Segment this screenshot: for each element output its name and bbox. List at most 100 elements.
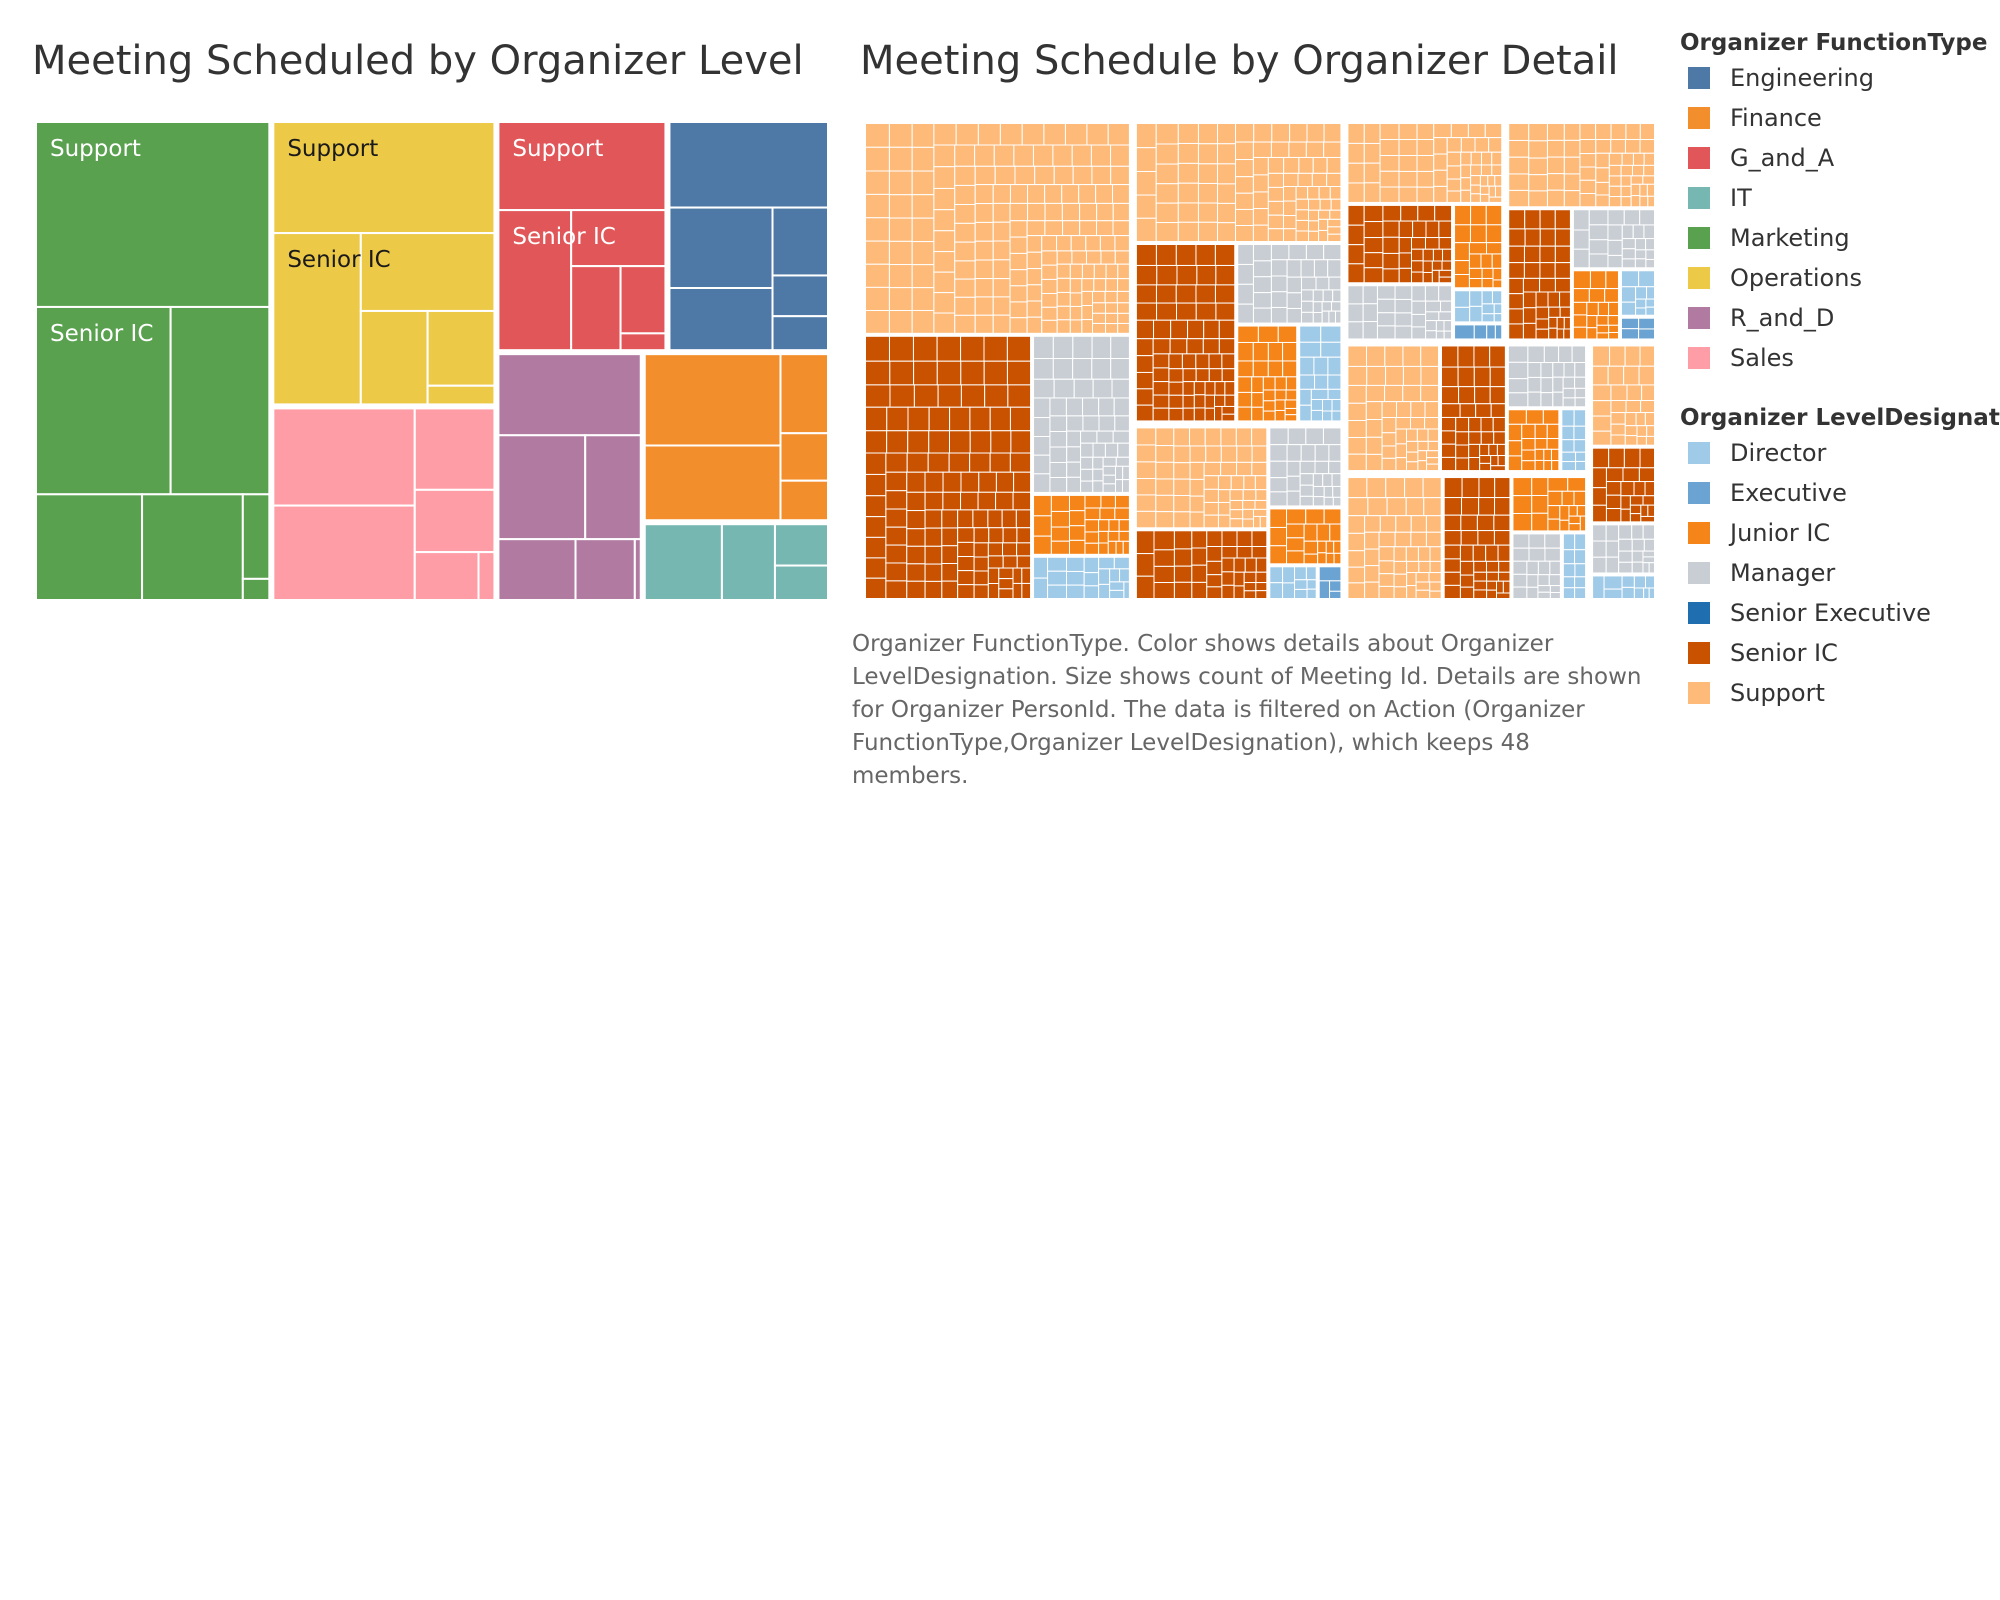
person-tile[interactable]: [1618, 524, 1633, 540]
person-tile[interactable]: [1573, 425, 1587, 441]
person-tile[interactable]: [1254, 499, 1268, 510]
person-tile[interactable]: [1623, 365, 1640, 386]
person-tile[interactable]: [1300, 259, 1315, 278]
person-tile[interactable]: [1575, 451, 1587, 462]
person-tile[interactable]: [1235, 159, 1254, 178]
person-tile[interactable]: [1379, 155, 1400, 172]
person-tile[interactable]: [1561, 425, 1575, 441]
person-tile[interactable]: [1477, 530, 1495, 546]
person-tile[interactable]: [1443, 477, 1463, 499]
person-tile[interactable]: [1053, 165, 1074, 186]
person-tile[interactable]: [1640, 400, 1656, 414]
person-tile[interactable]: [1561, 451, 1577, 463]
person-tile[interactable]: [1362, 285, 1378, 305]
person-tile[interactable]: [1202, 338, 1220, 355]
person-tile[interactable]: [1574, 387, 1587, 399]
person-tile[interactable]: [1468, 416, 1482, 433]
person-tile[interactable]: [1182, 381, 1195, 396]
person-tile[interactable]: [1332, 496, 1342, 507]
person-tile[interactable]: [1416, 123, 1435, 140]
person-tile[interactable]: [1620, 301, 1637, 316]
person-tile[interactable]: [1155, 222, 1179, 243]
person-tile[interactable]: [1271, 123, 1291, 143]
person-tile[interactable]: [1548, 327, 1558, 340]
person-tile[interactable]: [1525, 409, 1544, 425]
person-tile[interactable]: [1595, 194, 1610, 208]
person-tile[interactable]: [1378, 546, 1395, 562]
person-tile[interactable]: [1331, 301, 1342, 312]
person-tile[interactable]: [1153, 565, 1175, 584]
person-tile[interactable]: [1320, 341, 1342, 358]
person-tile[interactable]: [1217, 501, 1231, 516]
person-tile[interactable]: [1639, 123, 1655, 141]
person-tile[interactable]: [1050, 510, 1070, 528]
person-tile[interactable]: [1267, 186, 1284, 202]
person-tile[interactable]: [1347, 497, 1369, 517]
person-tile[interactable]: [992, 314, 1011, 334]
person-tile[interactable]: [1286, 460, 1301, 477]
person-tile[interactable]: [1621, 575, 1635, 588]
person-tile[interactable]: [1098, 397, 1115, 417]
person-tile[interactable]: [1424, 417, 1440, 430]
person-tile[interactable]: [987, 555, 1004, 569]
person-tile[interactable]: [1319, 198, 1332, 211]
person-tile[interactable]: [1552, 391, 1564, 408]
person-tile[interactable]: [1203, 514, 1219, 529]
person-tile[interactable]: [1384, 345, 1404, 367]
person-tile[interactable]: [1026, 284, 1043, 302]
person-tile[interactable]: [885, 452, 908, 473]
person-tile[interactable]: [992, 240, 1011, 261]
person-tile[interactable]: [1254, 475, 1268, 491]
person-tile[interactable]: [1415, 589, 1431, 599]
person-tile[interactable]: [1333, 540, 1342, 554]
person-tile[interactable]: [1362, 303, 1378, 323]
person-tile[interactable]: [955, 123, 979, 146]
person-tile[interactable]: [1441, 386, 1460, 405]
person-tile[interactable]: [1282, 360, 1298, 378]
person-tile[interactable]: [1098, 568, 1111, 585]
person-tile[interactable]: [1175, 244, 1197, 266]
person-tile[interactable]: [1117, 312, 1130, 324]
person-tile[interactable]: [1441, 366, 1459, 388]
person-tile[interactable]: [1347, 566, 1366, 584]
person-tile[interactable]: [1432, 248, 1444, 262]
person-tile[interactable]: [978, 471, 997, 493]
person-tile[interactable]: [998, 567, 1014, 580]
person-tile[interactable]: [1152, 407, 1170, 422]
person-tile[interactable]: [1563, 190, 1581, 208]
person-tile[interactable]: [1080, 468, 1094, 482]
person-tile[interactable]: [1012, 567, 1023, 584]
person-tile[interactable]: [1393, 560, 1408, 575]
person-tile[interactable]: [1498, 560, 1511, 573]
legend-item[interactable]: Senior IC: [1680, 633, 2000, 673]
person-tile[interactable]: [1363, 267, 1384, 284]
person-tile[interactable]: [1021, 567, 1032, 584]
treemap-cell[interactable]: [169, 305, 271, 496]
person-tile[interactable]: [1306, 123, 1325, 143]
person-tile[interactable]: [1321, 301, 1333, 312]
person-tile[interactable]: [1362, 321, 1378, 340]
person-tile[interactable]: [1236, 461, 1253, 477]
person-tile[interactable]: [1153, 549, 1175, 567]
person-tile[interactable]: [1588, 253, 1609, 269]
person-tile[interactable]: [1396, 401, 1412, 419]
person-tile[interactable]: [1135, 170, 1157, 196]
person-tile[interactable]: [1556, 328, 1565, 340]
person-tile[interactable]: [1267, 228, 1284, 243]
person-tile[interactable]: [1363, 252, 1384, 269]
person-tile[interactable]: [1454, 290, 1471, 308]
person-tile[interactable]: [906, 491, 926, 512]
treemap-cell[interactable]: [241, 493, 271, 580]
person-tile[interactable]: [1235, 225, 1254, 243]
person-tile[interactable]: [1267, 341, 1284, 362]
person-tile[interactable]: [1049, 461, 1068, 478]
person-tile[interactable]: [1406, 440, 1419, 453]
person-tile[interactable]: [1282, 566, 1296, 584]
person-tile[interactable]: [1033, 494, 1052, 517]
person-tile[interactable]: [1237, 325, 1259, 343]
person-tile[interactable]: [1066, 415, 1084, 432]
person-tile[interactable]: [1524, 209, 1541, 230]
person-tile[interactable]: [1639, 447, 1655, 469]
person-tile[interactable]: [989, 452, 1011, 473]
person-tile[interactable]: [1508, 156, 1530, 175]
